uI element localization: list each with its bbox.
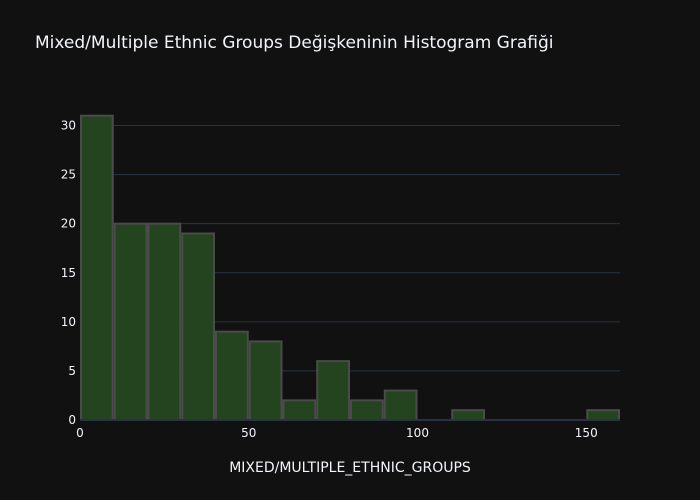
histogram-bar xyxy=(113,222,148,421)
x-tick-label: 100 xyxy=(406,426,429,440)
histogram-bar xyxy=(215,330,249,421)
histogram-bar xyxy=(586,409,620,422)
y-tick-label: 5 xyxy=(68,364,76,378)
histogram-bar xyxy=(80,114,114,421)
y-tick-label: 0 xyxy=(68,413,76,427)
histogram-bar xyxy=(316,360,350,422)
histogram-bar xyxy=(383,389,418,422)
histogram-bars xyxy=(80,114,620,422)
histogram-bar xyxy=(350,399,384,422)
x-tick-label: 50 xyxy=(241,426,256,440)
x-axis-title: MIXED/MULTIPLE_ETHNIC_GROUPS xyxy=(229,460,471,476)
y-tick-label: 20 xyxy=(61,217,76,231)
x-tick-label: 150 xyxy=(575,426,598,440)
histogram-bar xyxy=(451,409,485,422)
chart-title: Mixed/Multiple Ethnic Groups Değişkenini… xyxy=(35,33,554,53)
y-tick-label: 30 xyxy=(61,119,76,133)
axes: 0 5 10 15 20 25 30 0 50 100 150 xyxy=(61,119,620,440)
x-tick-label: 0 xyxy=(76,426,84,440)
histogram-bar xyxy=(147,222,182,421)
histogram-bar xyxy=(282,399,317,422)
y-tick-label: 15 xyxy=(61,266,76,280)
histogram-bar xyxy=(248,340,283,421)
histogram-bar xyxy=(181,232,215,421)
y-tick-label: 25 xyxy=(61,168,76,182)
y-tick-label: 10 xyxy=(61,315,76,329)
